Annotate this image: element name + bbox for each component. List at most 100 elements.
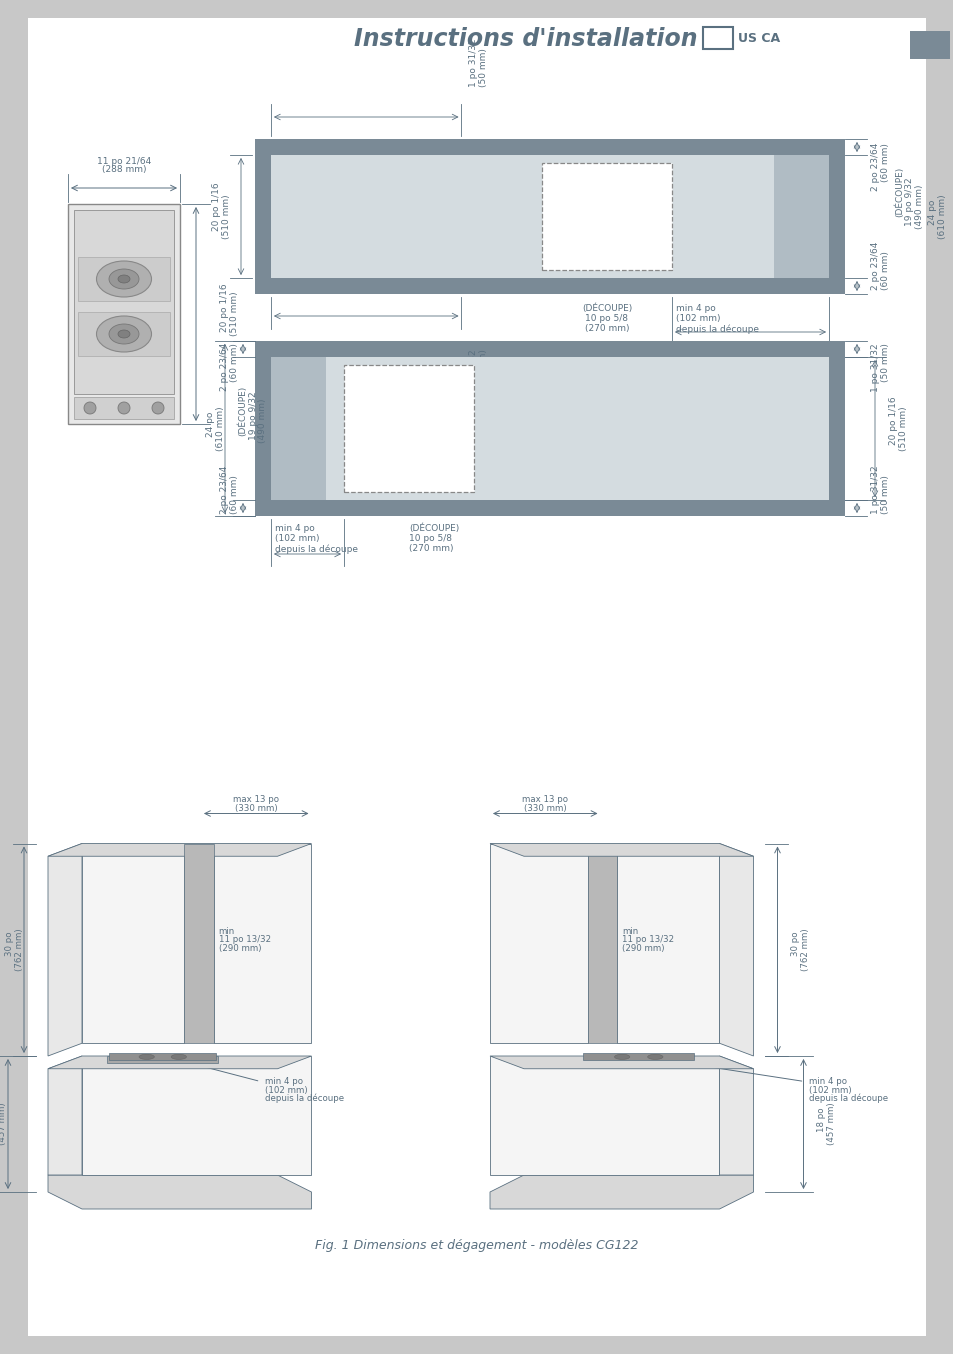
Polygon shape — [583, 1053, 693, 1060]
Text: (60 mm): (60 mm) — [880, 144, 889, 181]
Ellipse shape — [614, 1055, 629, 1059]
Text: (DÉCOUPE): (DÉCOUPE) — [409, 524, 458, 533]
Polygon shape — [617, 844, 719, 1043]
Polygon shape — [82, 844, 184, 1043]
Text: (490 mm): (490 mm) — [258, 398, 267, 443]
Text: (510 mm): (510 mm) — [898, 406, 907, 451]
Ellipse shape — [139, 1055, 154, 1059]
Text: (290 mm): (290 mm) — [218, 945, 261, 953]
Polygon shape — [490, 1056, 753, 1068]
Text: 19 po 9/32: 19 po 9/32 — [904, 177, 914, 226]
Text: 30 po: 30 po — [791, 932, 800, 956]
Ellipse shape — [171, 1055, 186, 1059]
Polygon shape — [48, 1056, 312, 1068]
Polygon shape — [719, 1056, 753, 1175]
Bar — [78, 311, 170, 356]
Circle shape — [84, 402, 96, 414]
Text: (60 mm): (60 mm) — [230, 475, 239, 515]
Text: (FR): (FR) — [915, 38, 943, 51]
Polygon shape — [48, 1056, 82, 1175]
Polygon shape — [48, 1175, 312, 1209]
Text: (50 mm): (50 mm) — [880, 475, 889, 515]
Ellipse shape — [118, 275, 130, 283]
Text: (60 mm): (60 mm) — [230, 343, 239, 382]
Polygon shape — [48, 844, 312, 856]
Text: depuis la découpe: depuis la découpe — [676, 324, 759, 333]
Bar — [68, 204, 180, 424]
Text: (457 mm): (457 mm) — [0, 1102, 8, 1145]
Text: (762 mm): (762 mm) — [801, 929, 810, 971]
Text: 10 po 5/8: 10 po 5/8 — [585, 314, 628, 324]
Bar — [541, 162, 671, 269]
Text: max 13 po: max 13 po — [521, 795, 568, 803]
Text: 11 po 21/64: 11 po 21/64 — [97, 157, 151, 167]
Text: 20 po 1/16: 20 po 1/16 — [888, 397, 897, 445]
Ellipse shape — [118, 330, 130, 338]
Text: 2 po 23/64: 2 po 23/64 — [220, 466, 229, 515]
Text: (610 mm): (610 mm) — [938, 195, 946, 240]
Text: 24 po: 24 po — [206, 412, 215, 437]
Text: (290 mm): (290 mm) — [622, 945, 664, 953]
Bar — [702, 27, 732, 49]
Polygon shape — [109, 1053, 216, 1060]
Polygon shape — [82, 1056, 312, 1175]
Text: min 4 po: min 4 po — [808, 1076, 846, 1086]
Text: (490 mm): (490 mm) — [915, 184, 923, 229]
Text: min: min — [218, 926, 234, 936]
Text: 11 po 13/32: 11 po 13/32 — [218, 936, 271, 945]
Text: 30 po: 30 po — [6, 932, 14, 956]
Text: 1 po 31/32: 1 po 31/32 — [469, 349, 477, 398]
Polygon shape — [48, 844, 82, 1056]
Ellipse shape — [96, 315, 152, 352]
Polygon shape — [108, 1056, 218, 1063]
Text: min: min — [622, 926, 639, 936]
Polygon shape — [213, 844, 312, 1043]
Text: (50 mm): (50 mm) — [478, 49, 488, 87]
Bar — [74, 397, 173, 418]
Polygon shape — [490, 1175, 753, 1209]
Text: 2 po 23/64: 2 po 23/64 — [220, 343, 229, 391]
Bar — [78, 257, 170, 301]
Text: depuis la découpe: depuis la découpe — [808, 1094, 887, 1104]
Bar — [344, 366, 474, 492]
Polygon shape — [719, 844, 753, 1056]
Text: (102 mm): (102 mm) — [265, 1086, 307, 1094]
Text: 18 po: 18 po — [817, 1108, 825, 1132]
Bar — [271, 154, 828, 278]
Circle shape — [118, 402, 130, 414]
Ellipse shape — [647, 1055, 662, 1059]
Text: 11 po 13/32: 11 po 13/32 — [622, 936, 674, 945]
Text: (270 mm): (270 mm) — [409, 544, 453, 552]
Text: 1 po 31/32: 1 po 31/32 — [469, 38, 477, 87]
Text: 2 po 23/64: 2 po 23/64 — [870, 144, 879, 191]
Text: min 4 po: min 4 po — [265, 1076, 302, 1086]
Text: (270 mm): (270 mm) — [584, 324, 629, 333]
Text: 1 po 31/32: 1 po 31/32 — [870, 343, 879, 391]
Bar — [773, 154, 828, 278]
Text: Fig. 1 Dimensions et dégagement - modèles CG122: Fig. 1 Dimensions et dégagement - modèle… — [314, 1239, 639, 1252]
Ellipse shape — [96, 261, 152, 297]
Text: (330 mm): (330 mm) — [234, 804, 277, 814]
Text: (288 mm): (288 mm) — [102, 165, 146, 175]
Text: depuis la découpe: depuis la découpe — [265, 1094, 343, 1104]
Polygon shape — [184, 844, 213, 1043]
Text: (DÉCOUPE): (DÉCOUPE) — [238, 386, 248, 436]
Bar — [909, 31, 949, 60]
Text: 41: 41 — [707, 31, 728, 46]
Bar — [74, 210, 173, 394]
Text: 19 po 9/32: 19 po 9/32 — [248, 391, 257, 440]
Polygon shape — [587, 844, 617, 1043]
Polygon shape — [490, 1056, 719, 1175]
Text: min 4 po: min 4 po — [676, 305, 715, 313]
Text: max 13 po: max 13 po — [233, 795, 279, 803]
Circle shape — [152, 402, 164, 414]
Text: 20 po 1/16: 20 po 1/16 — [213, 183, 221, 232]
Text: (50 mm): (50 mm) — [880, 343, 889, 382]
Text: (102 mm): (102 mm) — [274, 533, 319, 543]
Bar — [254, 139, 844, 294]
Text: (DÉCOUPE): (DÉCOUPE) — [581, 305, 632, 314]
Text: (510 mm): (510 mm) — [230, 291, 239, 336]
Text: 20 po 1/16: 20 po 1/16 — [220, 284, 229, 332]
Text: depuis la découpe: depuis la découpe — [274, 544, 357, 554]
Text: (610 mm): (610 mm) — [216, 406, 225, 451]
